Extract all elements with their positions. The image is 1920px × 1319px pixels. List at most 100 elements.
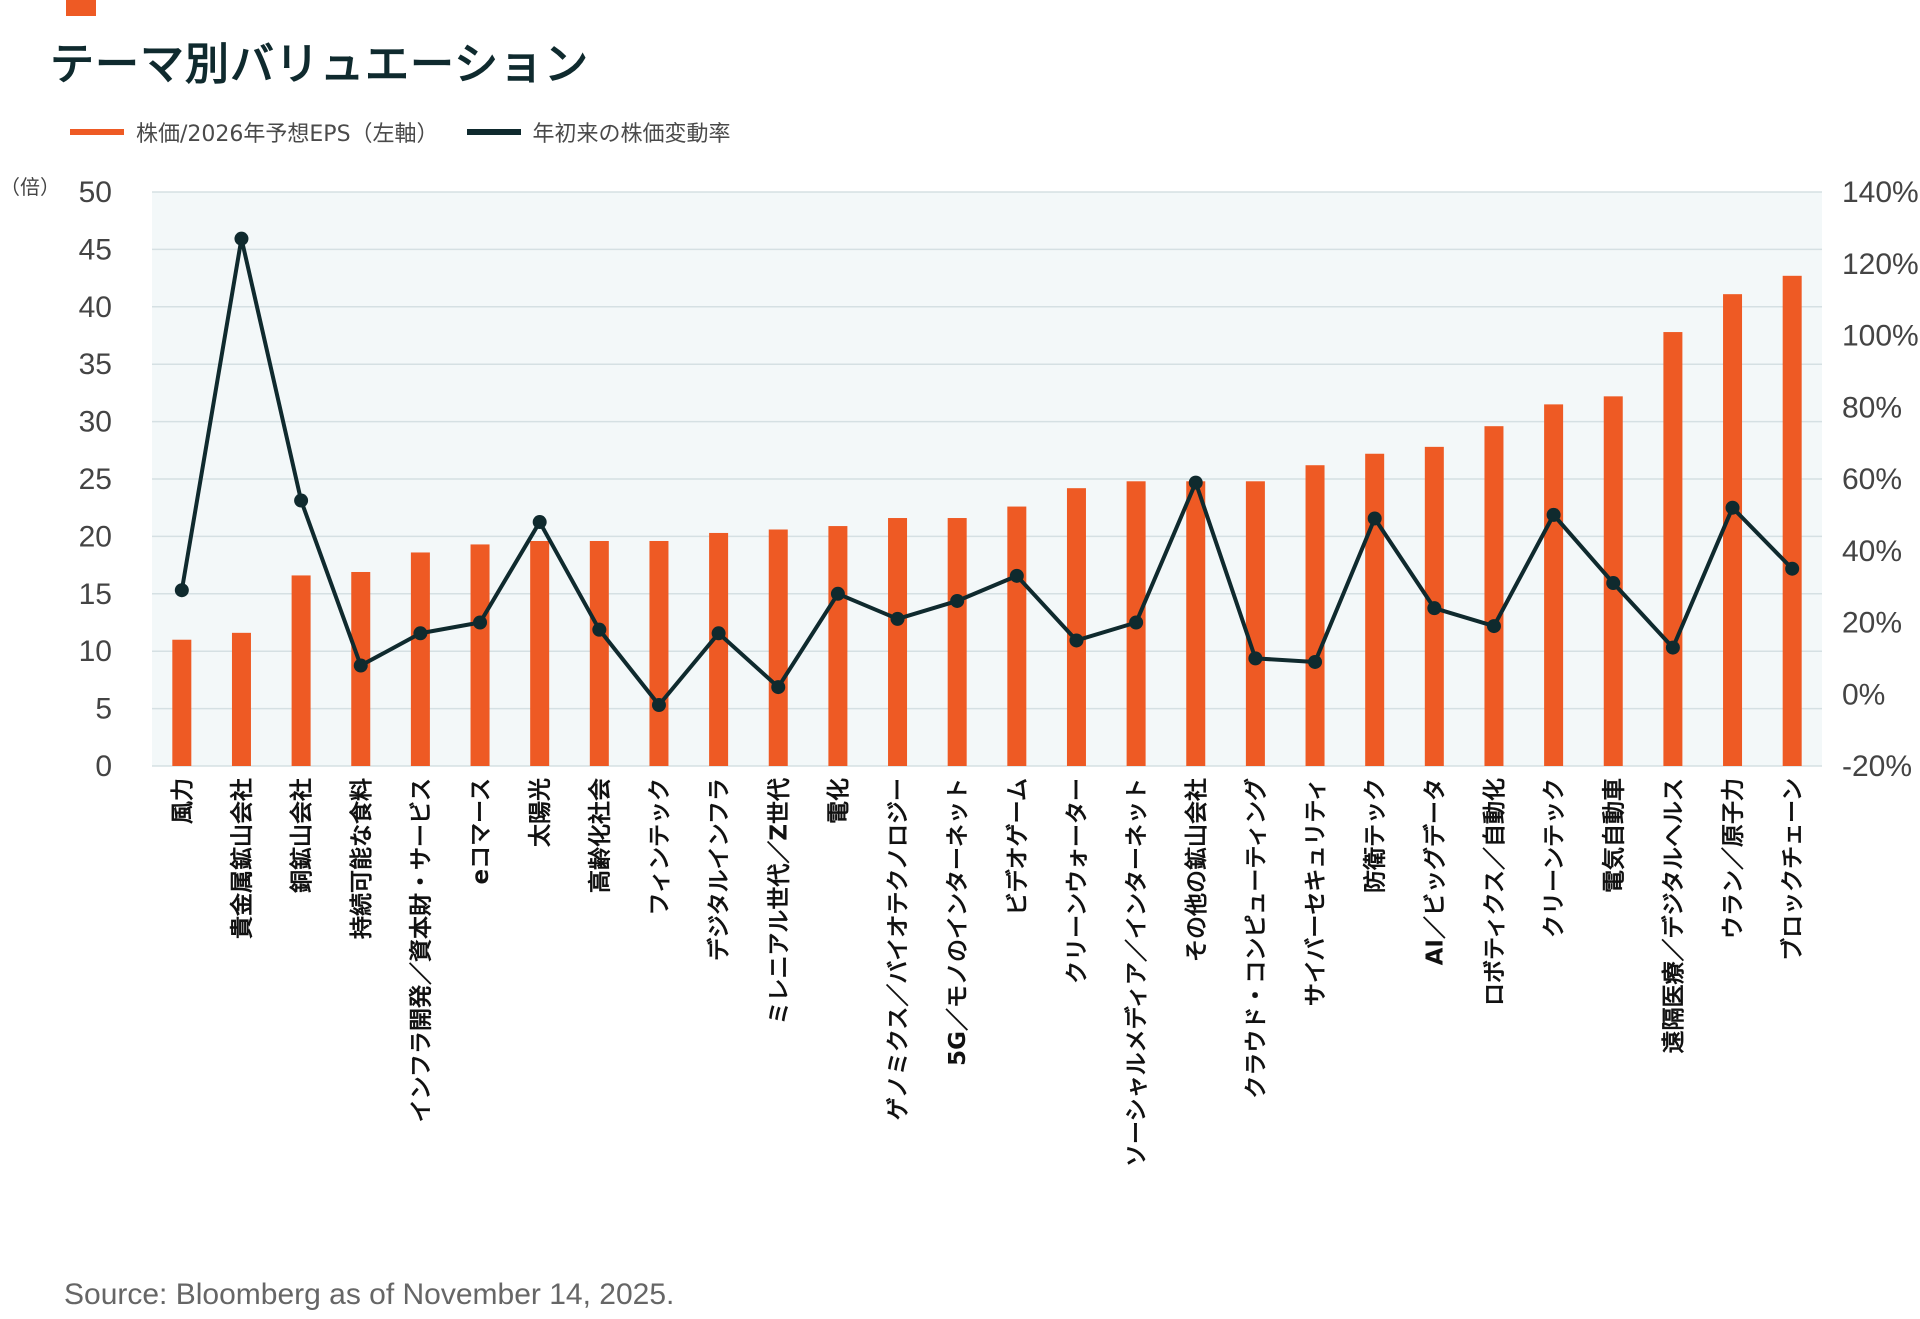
x-tick-label: 銅鉱山会社	[288, 778, 315, 893]
bar	[410, 552, 430, 766]
bar	[1245, 481, 1265, 766]
y-left-tick-label: 5	[95, 693, 112, 726]
line-point	[1188, 475, 1203, 490]
y-left-unit-label: （倍）	[0, 175, 60, 199]
bar	[1723, 294, 1743, 766]
bar	[1066, 488, 1086, 766]
legend-item-line: 年初来の株価変動率	[466, 116, 731, 148]
line-point	[890, 611, 905, 626]
x-tick-label: 5G／モノのインターネット	[944, 778, 971, 1066]
line-point	[1308, 654, 1323, 669]
bar	[231, 632, 251, 766]
bar	[1484, 426, 1504, 766]
legend-item-bar: 株価/2026年予想EPS（左軸）	[70, 116, 439, 148]
y-right-tick-label: 120%	[1842, 248, 1919, 281]
x-tick-label: 風力	[170, 778, 196, 824]
x-tick-label: デジタルインフラ	[706, 778, 733, 961]
x-tick-label: ブロックチェーン	[1779, 778, 1806, 961]
line-point	[1367, 511, 1382, 526]
y-left-tick-label: 30	[79, 406, 112, 439]
line-point	[1009, 568, 1024, 583]
chart-title: テーマ別バリュエーション	[50, 39, 590, 90]
x-tick-label: ロボティクス／自動化	[1481, 778, 1508, 1006]
line-point	[711, 626, 726, 641]
legend: 株価/2026年予想EPS（左軸） 年初来の株価変動率	[70, 116, 759, 148]
line-point	[473, 615, 488, 630]
x-tick-label: ウラン／原子力	[1720, 778, 1747, 939]
line-point	[1725, 500, 1740, 515]
bar	[1305, 465, 1325, 766]
bar	[649, 540, 669, 766]
y-left-tick-label: 50	[79, 176, 112, 209]
x-tick-label: eコマース	[468, 778, 494, 884]
line-point	[353, 658, 368, 673]
y-right-tick-label: 80%	[1842, 391, 1902, 424]
x-tick-label: クラウド・コンピューティング	[1242, 778, 1269, 1099]
line-point	[830, 586, 845, 601]
bar	[1782, 275, 1802, 766]
x-tick-label: クリーンウォーター	[1064, 778, 1090, 984]
line-point	[294, 493, 309, 508]
y-left-tick-label: 35	[79, 348, 112, 381]
y-right-tick-label: 60%	[1842, 463, 1902, 496]
bar	[947, 518, 967, 766]
bar	[1365, 453, 1385, 766]
line-point	[532, 515, 547, 530]
y-right-tick-label: 100%	[1842, 320, 1919, 353]
y-left-tick-label: 10	[79, 635, 112, 668]
bar	[172, 639, 192, 766]
line-point	[1069, 633, 1084, 648]
line-point	[651, 698, 666, 713]
line-point	[1665, 640, 1680, 655]
y-left-tick-label: 40	[79, 291, 112, 324]
x-tick-label: AI／ビッグデータ	[1421, 778, 1448, 965]
bar	[530, 540, 550, 766]
x-tick-label: ビデオゲーム	[1004, 778, 1031, 915]
x-tick-label: 電化	[825, 778, 852, 824]
bar	[1186, 481, 1206, 766]
bar	[291, 575, 311, 766]
x-tick-label: 持続可能な食料	[348, 778, 375, 939]
x-tick-label: ソーシャルメディア／インターネット	[1123, 778, 1150, 1167]
line-point	[771, 680, 786, 695]
line-point	[1129, 615, 1144, 630]
y-left-tick-label: 25	[79, 463, 112, 496]
x-tick-label: インフラ開発／資本財・サービス	[407, 778, 434, 1122]
line-point	[234, 231, 249, 246]
y-left-tick-label: 20	[79, 520, 112, 553]
y-right-tick-label: -20%	[1842, 750, 1912, 783]
legend-line-label: 年初来の株価変動率	[532, 122, 731, 147]
line-point	[1546, 507, 1561, 522]
line-point	[592, 622, 607, 637]
y-left-tick-label: 45	[79, 233, 112, 266]
x-tick-label: 防衛テック	[1362, 778, 1389, 893]
x-tick-label: 太陽光	[528, 778, 554, 847]
x-tick-label: サイバーセキュリティ	[1303, 778, 1329, 1006]
bar	[888, 518, 908, 766]
y-right-tick-label: 40%	[1842, 535, 1902, 568]
y-left-tick-label: 0	[95, 750, 112, 783]
line-point	[413, 626, 428, 641]
line-point	[174, 583, 189, 598]
line-point	[1486, 619, 1501, 634]
x-tick-label: 高齢化社会	[586, 778, 613, 893]
bar	[589, 540, 609, 766]
bar	[1663, 332, 1683, 766]
line-point	[1427, 601, 1442, 616]
legend-bar-label: 株価/2026年予想EPS（左軸）	[136, 122, 439, 147]
line-point	[1248, 651, 1263, 666]
x-tick-label: 貴金属鉱山会社	[228, 778, 255, 939]
bar	[828, 526, 848, 766]
line-point	[950, 593, 965, 608]
legend-bar-swatch	[70, 129, 124, 135]
x-tick-label: クリーンテック	[1542, 778, 1568, 938]
line-point	[1606, 576, 1621, 591]
y-right-tick-label: 20%	[1842, 607, 1902, 640]
x-tick-label: ミレニアル世代／Z世代	[765, 778, 792, 1024]
return-line	[179, 236, 1794, 708]
bar	[470, 544, 490, 766]
y-left-tick-label: 15	[79, 578, 112, 611]
bar	[709, 532, 729, 766]
accent-bar	[66, 0, 96, 16]
line-point	[1785, 561, 1800, 576]
